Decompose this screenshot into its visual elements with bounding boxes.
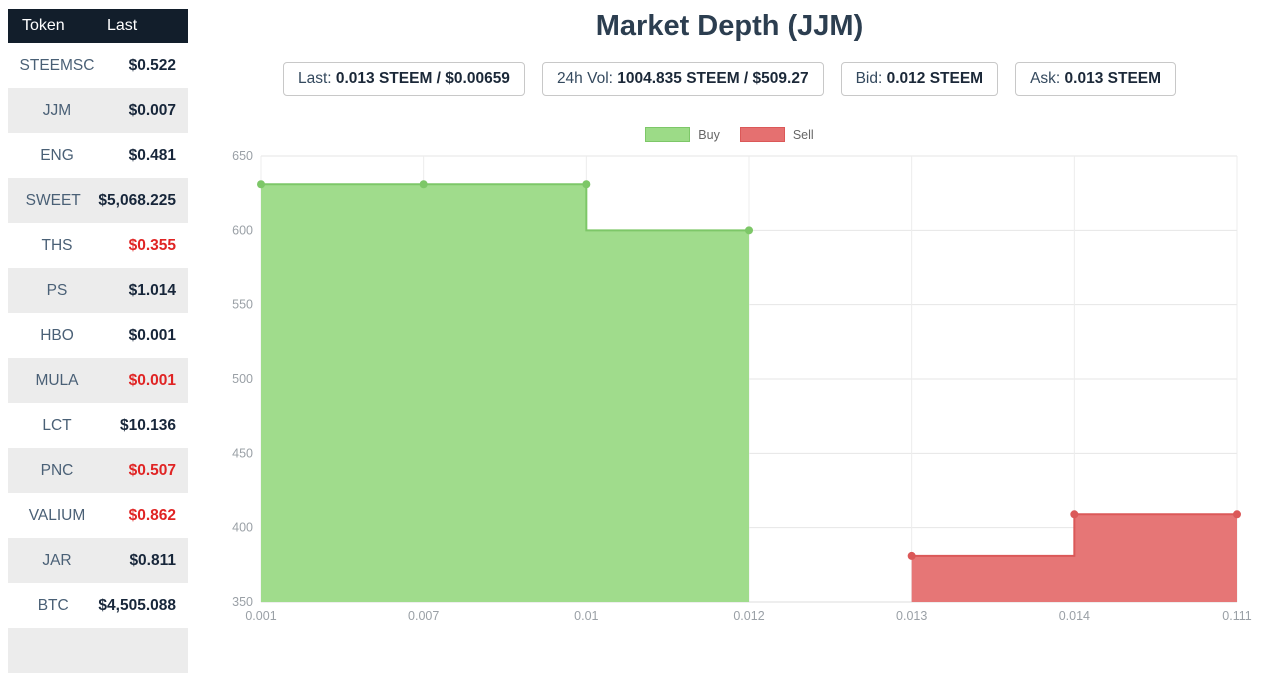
stat-volume: 24h Vol: 1004.835 STEEM / $509.27 (541, 62, 824, 96)
series-line-sell (911, 513, 1237, 557)
table-row-jar[interactable]: JAR $0.811 (8, 538, 188, 583)
token-last-price: $0.862 (128, 506, 176, 524)
token-last-price: $0.481 (128, 146, 176, 164)
data-point-sell[interactable] (907, 551, 916, 560)
token-last-price: $1.014 (128, 281, 176, 299)
token-last-price: $0.507 (128, 461, 176, 479)
data-point-buy[interactable] (582, 180, 591, 189)
stat-value: 0.013 STEEM / $0.00659 (335, 70, 510, 87)
x-tick-label: 0.012 (733, 609, 764, 623)
token-name: HBO (40, 326, 74, 344)
x-tick-label: 0.01 (574, 609, 598, 623)
token-last-price: $10.136 (119, 416, 176, 434)
table-row-lct[interactable]: LCT $10.136 (8, 403, 188, 448)
token-last-price: $0.007 (128, 101, 176, 119)
stat-value: 1004.835 STEEM / $509.27 (617, 70, 809, 87)
stat-bid: Bid: 0.012 STEEM (840, 62, 999, 96)
table-row-steemsc[interactable]: STEEMSC $0.522 (8, 43, 188, 88)
token-last-price: $0.001 (128, 371, 176, 389)
data-point-buy[interactable] (419, 180, 428, 189)
token-name: JJM (42, 101, 72, 119)
y-tick-label: 350 (232, 595, 253, 609)
y-tick-label: 500 (232, 372, 253, 386)
stat-label: Ask: (1030, 70, 1065, 87)
table-row-ths[interactable]: THS $0.355 (8, 223, 188, 268)
token-name: STEEMSC (19, 56, 95, 74)
data-point-sell[interactable] (1233, 510, 1241, 519)
stat-value: 0.013 STEEM (1064, 70, 1162, 87)
token-column-header: Token (22, 17, 65, 34)
token-name: ENG (40, 146, 74, 164)
stat-ask: Ask: 0.013 STEEM (1015, 62, 1177, 96)
token-table-body: STEEMSC $0.522 JJM $0.007 ENG $0.481 SWEET $5,0… (8, 43, 188, 673)
token-last-price: $0.811 (129, 551, 176, 569)
token-name: PNC (40, 461, 74, 479)
table-row-partial[interactable] (8, 628, 188, 673)
token-last-price: $5,068.225 (98, 191, 176, 209)
legend-item-buy[interactable]: Buy (645, 127, 720, 142)
data-point-buy[interactable] (745, 226, 753, 235)
token-table-header: Token Last (8, 9, 188, 43)
stat-label: 24h Vol: (556, 70, 618, 87)
x-tick-label: 0.007 (408, 609, 439, 623)
table-row-btc[interactable]: BTC $4,505.088 (8, 583, 188, 628)
x-tick-label: 0.001 (245, 609, 276, 623)
table-row-hbo[interactable]: HBO $0.001 (8, 313, 188, 358)
stat-label: Bid: (855, 70, 887, 87)
market-stats: Last: 0.013 STEEM / $0.00659 24h Vol: 100… (188, 62, 1271, 96)
y-tick-label: 400 (232, 521, 253, 535)
stat-last: Last: 0.013 STEEM / $0.00659 (282, 62, 525, 96)
token-name: JAR (42, 551, 72, 569)
y-tick-label: 450 (232, 446, 253, 460)
x-tick-label: 0.013 (896, 609, 927, 623)
y-tick-label: 600 (232, 223, 253, 237)
x-tick-label: 0.111 (1222, 609, 1251, 623)
table-row-sweet[interactable]: SWEET $5,068.225 (8, 178, 188, 223)
token-name: SWEET (25, 191, 81, 209)
token-table: Token Last STEEMSC $0.522 JJM $0.007 ENG $0.4… (8, 9, 188, 673)
table-row-mula[interactable]: MULA $0.001 (8, 358, 188, 403)
table-row-eng[interactable]: ENG $0.481 (8, 133, 188, 178)
legend-item-sell[interactable]: Sell (739, 127, 814, 142)
series-area-buy (261, 184, 749, 602)
depth-chart-container: 350 400 450 500 550 600 650 0.001 0.007 0.01 0.012… (215, 146, 1271, 630)
token-last-price: $0.522 (128, 56, 176, 74)
y-tick-label: 650 (232, 149, 253, 163)
y-tick-label: 550 (232, 298, 253, 312)
legend-label: Sell (792, 127, 814, 142)
series-area-sell (911, 514, 1237, 602)
table-row-pnc[interactable]: PNC $0.507 (8, 448, 188, 493)
data-point-buy[interactable] (257, 180, 265, 189)
token-name: MULA (35, 371, 79, 389)
token-name: PS (46, 281, 68, 299)
table-row-ps[interactable]: PS $1.014 (8, 268, 188, 313)
token-name: BTC (37, 596, 69, 614)
token-name: THS (41, 236, 73, 254)
chart-legend: Buy Sell (188, 127, 1271, 142)
table-row-valium[interactable]: VALIUM $0.862 (8, 493, 188, 538)
depth-chart: 350 400 450 500 550 600 650 0.001 0.007 0.01 0.012… (232, 149, 1252, 623)
legend-label: Buy (698, 127, 720, 142)
app-root: Token Last STEEMSC $0.522 JJM $0.007 ENG $0.4… (8, 0, 1271, 673)
token-name: LCT (42, 416, 72, 434)
table-row-jjm[interactable]: JJM $0.007 (8, 88, 188, 133)
data-point-sell[interactable] (1070, 510, 1079, 519)
last-column-header: Last (107, 17, 138, 34)
token-last-price: $0.001 (128, 326, 176, 344)
legend-swatch-sell (739, 127, 785, 142)
market-depth-panel: Market Depth (JJM) Last: 0.013 STEEM / $… (188, 0, 1271, 640)
stat-value: 0.012 STEEM (886, 70, 984, 87)
token-last-price: $0.355 (128, 236, 176, 254)
token-last-price: $4,505.088 (98, 596, 176, 614)
page-title: Market Depth (JJM) (595, 10, 864, 42)
x-tick-label: 0.014 (1059, 609, 1090, 623)
legend-swatch-buy (645, 127, 691, 142)
token-name: VALIUM (28, 506, 86, 524)
stat-label: Last: (297, 70, 336, 87)
